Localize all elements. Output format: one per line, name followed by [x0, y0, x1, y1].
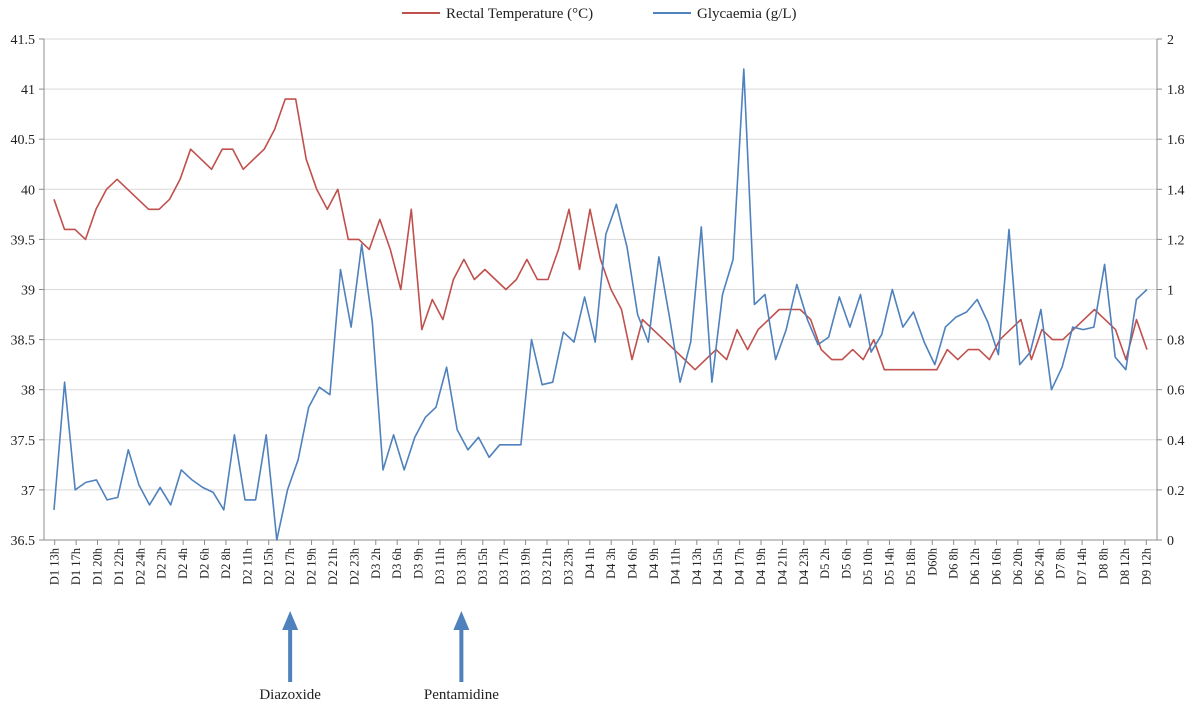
pentamidine-annotation: Pentamidine: [424, 611, 499, 703]
y-right-tick-label: 1.4: [1167, 183, 1185, 198]
x-tick-label: D4 9h: [647, 547, 661, 579]
x-tick-label: D6 16h: [989, 547, 1003, 585]
x-tick-label: D4 21h: [775, 547, 789, 585]
x-tick-label: D6 8h: [947, 547, 961, 579]
x-tick-label: D6 12h: [968, 547, 982, 585]
annotation-label: Diazoxide: [259, 687, 321, 703]
x-tick-label: D8 8h: [1096, 547, 1110, 579]
x-tick-label: D4 15h: [711, 547, 725, 585]
x-tick-label: D1 20h: [91, 547, 105, 585]
series-lines: [53, 68, 1148, 541]
temperature-line: [53, 98, 1148, 371]
y-right-tick-label: 1: [1167, 284, 1174, 299]
x-tick-label: D5 14h: [882, 547, 896, 585]
x-tick-label: D3 23h: [561, 547, 575, 585]
x-tick-label: D2 21h: [326, 547, 340, 585]
x-tick-label: D6 24h: [1032, 547, 1046, 585]
x-tick-label: D2 15h: [262, 547, 276, 585]
x-tick-label: D1 22h: [112, 547, 126, 585]
y-left-tick-label: 40.5: [11, 133, 36, 148]
y-left-tick-label: 37: [21, 484, 35, 499]
x-tick-label: D3 9h: [412, 547, 426, 579]
x-tick-label: D2 11h: [240, 547, 254, 584]
x-tick-label: D3 21h: [540, 547, 554, 585]
x-tick-label: D2 23h: [347, 547, 361, 585]
x-tick-label: D2 19h: [305, 547, 319, 585]
y-left-tick-label: 41: [21, 83, 35, 98]
x-tick-label: D4 3h: [604, 547, 618, 579]
x-tick-label: D2 6h: [198, 547, 212, 579]
x-tick-label: D1 13h: [48, 547, 62, 585]
x-tick-label: D2 4h: [176, 547, 190, 579]
annotations: Diazoxide Pentamidine: [259, 611, 499, 703]
y-left-tick-label: 39.5: [11, 233, 36, 248]
x-tick-label: D4 19h: [754, 547, 768, 585]
y-left-tick-label: 38: [21, 384, 35, 399]
x-tick-label: D3 2h: [369, 547, 383, 579]
x-tick-label: D3 13h: [454, 547, 468, 585]
y-right-tick-label: 0.6: [1167, 384, 1185, 399]
x-tick-label: D2 8h: [219, 547, 233, 579]
y-left-tick-label: 38.5: [11, 334, 36, 349]
x-tick-label: D3 6h: [390, 547, 404, 579]
x-tick-label: D5 10h: [861, 547, 875, 585]
x-tick-label: D1 17h: [69, 547, 83, 585]
x-tick-label: D3 17h: [497, 547, 511, 585]
x-tick-label: D2 17h: [283, 547, 297, 585]
x-tick-label: D3 11h: [433, 547, 447, 584]
y-right-tick-label: 0.2: [1167, 484, 1185, 499]
arrow-head-icon: [282, 611, 299, 630]
x-tick-label: D4 11h: [668, 547, 682, 584]
x-tick-label: D9 12h: [1139, 547, 1153, 585]
left-y-axis: 36.5 37 37.5 38 38.5 39 39.5 40 40.5 41 41.5: [11, 33, 44, 549]
y-right-tick-label: 1.2: [1167, 233, 1185, 248]
y-right-tick-label: 2: [1167, 33, 1174, 48]
y-right-tick-label: 0: [1167, 534, 1174, 549]
y-left-tick-label: 41.5: [11, 33, 36, 48]
annotation-label: Pentamidine: [424, 687, 499, 703]
x-tick-label: D2 2h: [155, 547, 169, 579]
y-left-tick-label: 37.5: [11, 434, 36, 449]
x-tick-label: D8 12h: [1118, 547, 1132, 585]
x-tick-label: D5 6h: [840, 547, 854, 579]
x-tick-label: D5 18h: [904, 547, 918, 585]
legend: Rectal Temperature (°C) Glycaemia (g/L): [402, 6, 797, 22]
diazoxide-annotation: Diazoxide: [259, 611, 321, 703]
x-tick-label: D4 17h: [733, 547, 747, 585]
x-tick-label: D7 14h: [1075, 547, 1089, 585]
right-y-axis: 0 0.2 0.4 0.6 0.8 1 1.2 1.4 1.6 1.8 2: [1157, 33, 1185, 549]
y-left-tick-label: 39: [21, 284, 35, 299]
y-left-tick-label: 40: [21, 183, 35, 198]
x-tick-label: D4 23h: [797, 547, 811, 585]
y-right-tick-label: 0.4: [1167, 434, 1185, 449]
glycaemia-line: [53, 68, 1148, 541]
y-right-tick-label: 0.8: [1167, 334, 1185, 349]
arrow-head-icon: [453, 611, 470, 630]
x-tick-label: D3 19h: [519, 547, 533, 585]
y-left-tick-label: 36.5: [11, 534, 36, 549]
x-axis: D1 13h D1 17h D1 20h D1 22h D2 24h D2 2h D2 4h…: [48, 540, 1153, 585]
y-right-tick-label: 1.8: [1167, 83, 1185, 98]
x-tick-label: D6 20h: [1011, 547, 1025, 585]
y-right-tick-label: 1.6: [1167, 133, 1185, 148]
x-tick-label: D4 13h: [690, 547, 704, 585]
x-tick-label: D4 6h: [626, 547, 640, 579]
x-tick-label: D60h: [925, 547, 939, 576]
x-tick-label: D7 8h: [1054, 547, 1068, 579]
x-tick-label: D4 1h: [583, 547, 597, 579]
x-tick-label: D5 2h: [818, 547, 832, 579]
x-tick-label: D3 15h: [476, 547, 490, 585]
legend-label-glycaemia: Glycaemia (g/L): [697, 6, 797, 22]
x-tick-label: D2 24h: [133, 547, 147, 585]
legend-label-temperature: Rectal Temperature (°C): [446, 6, 593, 22]
